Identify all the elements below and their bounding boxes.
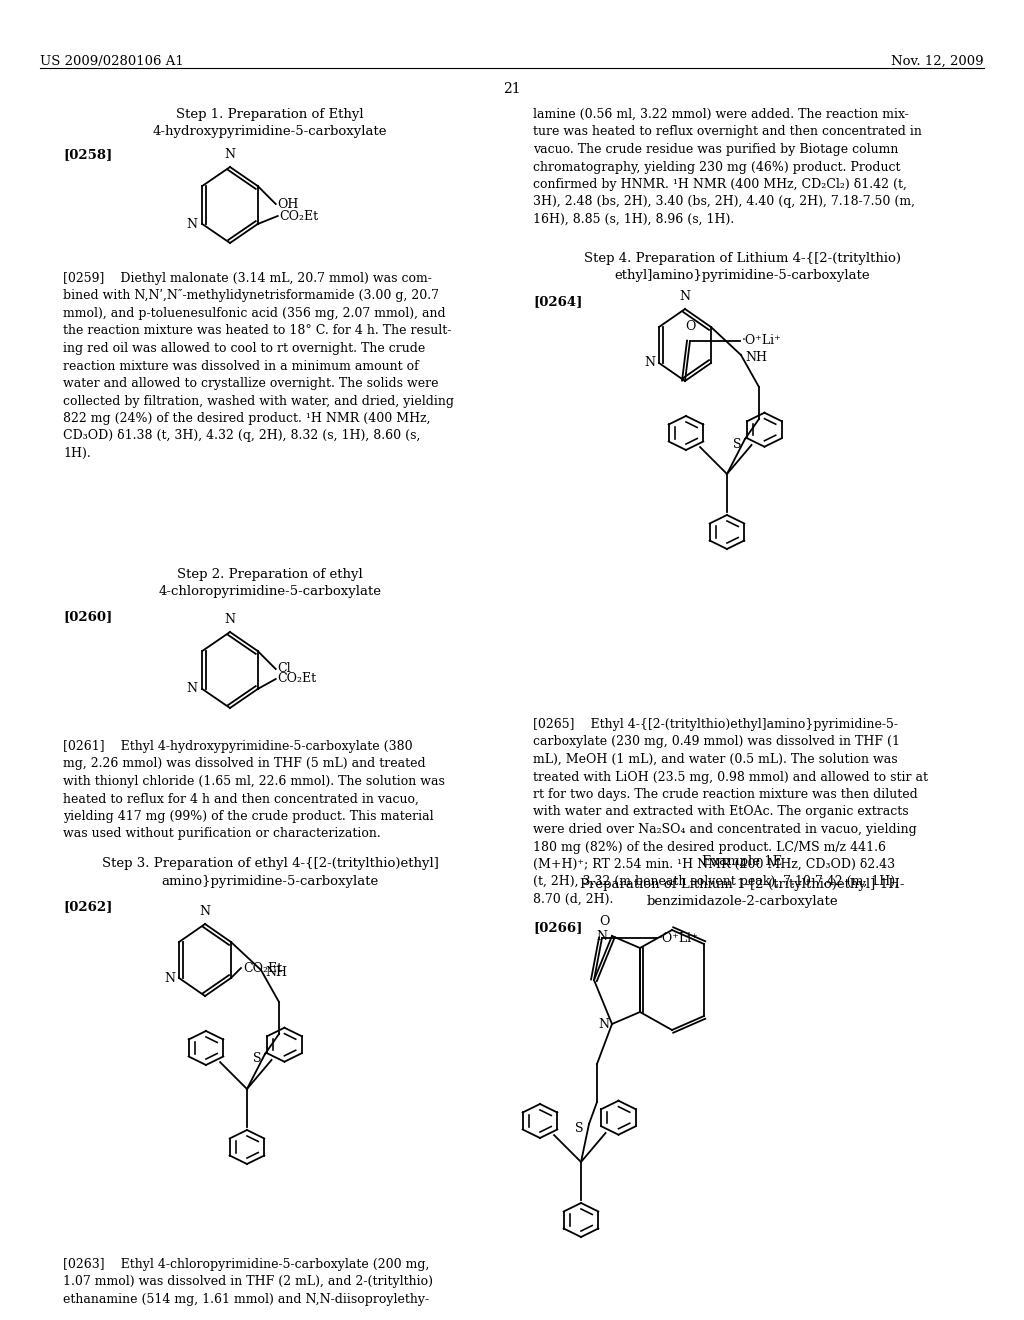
Text: [0261]    Ethyl 4-hydroxypyrimidine-5-carboxylate (380
mg, 2.26 mmol) was dissol: [0261] Ethyl 4-hydroxypyrimidine-5-carbo… xyxy=(63,741,444,841)
Text: [0259]    Diethyl malonate (3.14 mL, 20.7 mmol) was com-
bined with N,Nʹ,N″-meth: [0259] Diethyl malonate (3.14 mL, 20.7 m… xyxy=(63,272,454,459)
Text: S: S xyxy=(733,437,741,450)
Text: N: N xyxy=(186,218,198,231)
Text: CO₂Et: CO₂Et xyxy=(280,210,318,223)
Text: Preparation of Lithium 1-[2-(tritylthio)ethyl]-1H-
benzimidazole-2-carboxylate: Preparation of Lithium 1-[2-(tritylthio)… xyxy=(580,878,904,908)
Text: N: N xyxy=(200,906,211,917)
Text: ·O⁺Li⁺: ·O⁺Li⁺ xyxy=(659,932,698,945)
Text: [0258]: [0258] xyxy=(63,148,113,161)
Text: Step 2. Preparation of ethyl
4-chloropyrimidine-5-carboxylate: Step 2. Preparation of ethyl 4-chloropyr… xyxy=(159,568,382,598)
Text: N: N xyxy=(224,148,236,161)
Text: O: O xyxy=(685,319,695,333)
Text: N: N xyxy=(680,290,690,304)
Text: 21: 21 xyxy=(503,82,521,96)
Text: N: N xyxy=(644,356,655,370)
Text: N: N xyxy=(598,1018,609,1031)
Text: N: N xyxy=(165,972,175,985)
Text: S: S xyxy=(253,1052,261,1065)
Text: O: O xyxy=(599,915,609,928)
Text: N: N xyxy=(224,612,236,626)
Text: CO₂Et: CO₂Et xyxy=(278,672,316,685)
Text: Nov. 12, 2009: Nov. 12, 2009 xyxy=(891,55,984,69)
Text: lamine (0.56 ml, 3.22 mmol) were added. The reaction mix-
ture was heated to ref: lamine (0.56 ml, 3.22 mmol) were added. … xyxy=(534,108,922,226)
Text: Cl: Cl xyxy=(278,663,292,676)
Text: [0264]: [0264] xyxy=(534,294,583,308)
Text: NH: NH xyxy=(265,966,287,979)
Text: S: S xyxy=(574,1122,584,1135)
Text: [0263]    Ethyl 4-chloropyrimidine-5-carboxylate (200 mg,
1.07 mmol) was dissolv: [0263] Ethyl 4-chloropyrimidine-5-carbox… xyxy=(63,1258,433,1305)
Text: CO₂Et: CO₂Et xyxy=(243,961,282,974)
Text: [0266]: [0266] xyxy=(534,921,583,935)
Text: ·O⁺Li⁺: ·O⁺Li⁺ xyxy=(742,334,781,347)
Text: [0260]: [0260] xyxy=(63,610,113,623)
Text: N: N xyxy=(186,682,198,696)
Text: Step 1. Preparation of Ethyl
4-hydroxypyrimidine-5-carboxylate: Step 1. Preparation of Ethyl 4-hydroxypy… xyxy=(153,108,387,139)
Text: Step 4. Preparation of Lithium 4-{[2-(tritylthio)
ethyl]amino}pyrimidine-5-carbo: Step 4. Preparation of Lithium 4-{[2-(tr… xyxy=(584,252,900,282)
Text: [0262]: [0262] xyxy=(63,900,113,913)
Text: N: N xyxy=(597,929,607,942)
Text: NH: NH xyxy=(745,351,767,364)
Text: [0265]    Ethyl 4-{[2-(tritylthio)ethyl]amino}pyrimidine-5-
carboxylate (230 mg,: [0265] Ethyl 4-{[2-(tritylthio)ethyl]ami… xyxy=(534,718,928,906)
Text: OH: OH xyxy=(278,198,299,210)
Text: Step 3. Preparation of ethyl 4-{[2-(tritylthio)ethyl]
amino}pyrimidine-5-carboxy: Step 3. Preparation of ethyl 4-{[2-(trit… xyxy=(101,857,438,887)
Text: US 2009/0280106 A1: US 2009/0280106 A1 xyxy=(40,55,183,69)
Text: Example 1E: Example 1E xyxy=(701,855,782,869)
